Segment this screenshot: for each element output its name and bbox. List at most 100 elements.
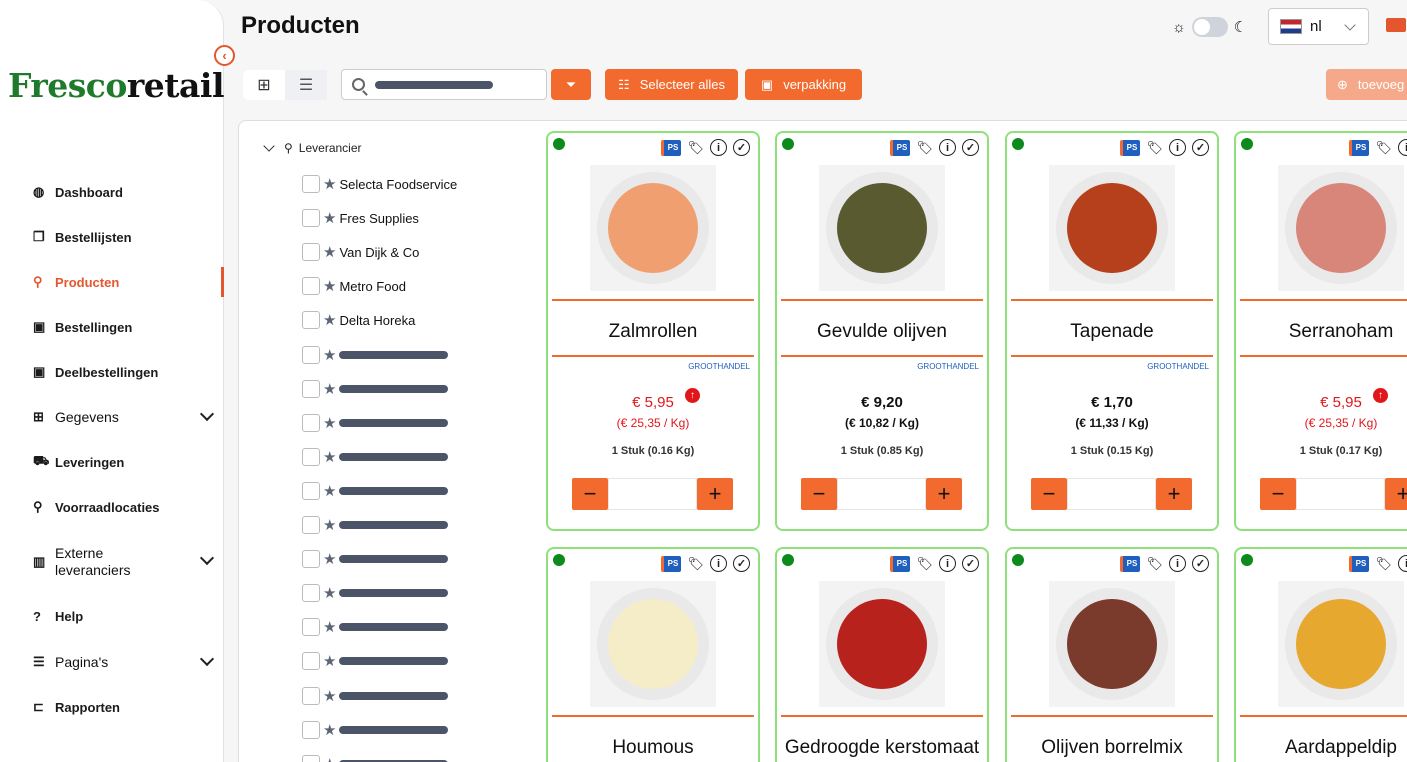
star-icon[interactable]: ★ [323,278,337,295]
decrease-button[interactable]: − [801,478,837,510]
nav-help[interactable]: ? Help [0,599,224,633]
nav-externe-leveranciers[interactable]: ▥ Externe leveranciers [0,544,224,580]
product-card[interactable]: PS 🏷︎ i ✓ Gedroogde kerstomaat [775,547,989,762]
nav-rapporten[interactable]: ⊏ Rapporten [0,690,224,724]
star-icon[interactable]: ★ [323,176,337,193]
star-icon[interactable]: ★ [323,210,337,227]
tag-icon[interactable]: 🏷︎ [687,555,704,571]
checkbox[interactable] [302,516,320,534]
info-icon[interactable]: i [710,139,727,156]
list-view-button[interactable]: ☰ [285,70,327,100]
supplier-filter-row[interactable]: ★ [302,651,449,671]
packaging-button[interactable]: ▣ verpakking [745,69,862,100]
tag-icon[interactable]: 🏷︎ [1146,139,1163,155]
star-icon[interactable]: ★ [323,722,337,739]
checkbox[interactable] [302,550,320,568]
nav-bestellingen[interactable]: ▣ Bestellingen [0,310,224,344]
checkbox[interactable] [302,380,320,398]
supplier-filter-header[interactable]: ⚲ Leverancier [263,140,362,155]
star-icon[interactable]: ★ [323,551,337,568]
quantity-input[interactable] [837,478,926,510]
theme-switcher[interactable]: ☼ ☾ [1172,17,1247,37]
star-icon[interactable]: ★ [323,755,336,762]
mail-icon[interactable] [1386,18,1406,32]
checkbox[interactable] [302,175,320,193]
nav-bestellijsten[interactable]: ❐ Bestellijsten [0,220,224,254]
nav-leveringen[interactable]: ⛟ Leveringen [0,445,224,479]
increase-button[interactable]: + [697,478,733,510]
checkbox[interactable] [302,482,320,500]
supplier-filter-row[interactable]: ★ [302,379,449,399]
star-icon[interactable]: ★ [323,449,337,466]
supplier-filter-row[interactable]: ★ Selecta Foodservice [302,174,457,194]
nav-gegevens[interactable]: ⊞ Gegevens [0,400,224,434]
star-icon[interactable]: ★ [323,619,337,636]
product-card[interactable]: PS🏷︎i✓SerranohamGROOT€ 5,95(€ 25,35 / Kg… [1234,131,1407,531]
brand-logo[interactable]: Frescoretail [8,66,225,105]
tag-icon[interactable]: 🏷︎ [687,139,704,155]
theme-toggle[interactable] [1191,17,1228,37]
product-card[interactable]: PS 🏷︎ i ✓ Gevulde olijven GROOTHANDEL € 9,20 (€… [775,131,989,531]
check-circle-icon[interactable]: ✓ [733,139,750,156]
supplier-filter-row[interactable]: ★ [302,720,449,740]
supplier-filter-row[interactable]: ★ [302,447,449,467]
quantity-input[interactable] [1296,478,1385,510]
nav-voorraadlocaties[interactable]: ⚲ Voorraadlocaties [0,490,224,524]
supplier-filter-row[interactable]: ★ [302,686,449,706]
nav-dashboard[interactable]: ◍ Dashboard [0,175,224,209]
checkbox[interactable] [302,687,320,705]
star-icon[interactable]: ★ [323,244,337,261]
grid-view-button[interactable]: ⊞ [243,70,285,100]
select-all-button[interactable]: ☷ Selecteer alles [605,69,738,100]
decrease-button[interactable]: − [572,478,608,510]
nav-producten[interactable]: ⚲ Producten [0,265,224,299]
check-circle-icon[interactable]: ✓ [733,555,750,572]
decrease-button[interactable]: − [1031,478,1067,510]
tag-icon[interactable]: 🏷︎ [1146,555,1163,571]
tag-icon[interactable]: 🏷︎ [1375,139,1392,155]
star-icon[interactable]: ★ [323,688,337,705]
product-card[interactable]: PS🏷︎i✓Aardappeldip [1234,547,1407,762]
check-circle-icon[interactable]: ✓ [962,555,979,572]
supplier-filter-row[interactable]: ★ [302,481,449,501]
star-icon[interactable]: ★ [323,483,337,500]
tag-icon[interactable]: 🏷︎ [916,555,933,571]
supplier-filter-row[interactable]: ★ [302,515,449,535]
info-icon[interactable]: i [710,555,727,572]
tag-icon[interactable]: 🏷︎ [1375,555,1392,571]
search-input[interactable] [341,69,547,100]
supplier-filter-row[interactable]: ★ [302,617,449,637]
clear-filter-button[interactable]: ⏷ [551,69,591,100]
info-icon[interactable]: i [1398,555,1407,572]
checkbox[interactable] [302,243,320,261]
info-icon[interactable]: i [1398,139,1407,156]
supplier-filter-row[interactable]: ★ Fres Supplies [302,208,419,228]
checkbox[interactable] [302,618,320,636]
supplier-filter-row[interactable]: ★ [302,345,449,365]
checkbox[interactable] [302,721,320,739]
product-card[interactable]: PS 🏷︎ i ✓ Zalmrollen GROOTHANDEL € 5,95 (€ 25,3… [546,131,760,531]
collapse-sidebar-button[interactable]: ‹ [214,45,235,66]
language-select[interactable]: nl [1268,8,1369,45]
supplier-filter-row[interactable]: ★ Van Dijk & Co [302,242,419,262]
checkbox[interactable] [302,311,320,329]
checkbox[interactable] [302,209,320,227]
info-icon[interactable]: i [939,139,956,156]
star-icon[interactable]: ★ [323,381,337,398]
nav-paginas[interactable]: ☰ Pagina's [0,645,224,679]
supplier-filter-row[interactable]: ★ Delta Horeka [302,310,415,330]
quantity-input[interactable] [608,478,697,510]
supplier-filter-row[interactable]: ★ Metro Food [302,276,406,296]
checkbox[interactable] [302,448,320,466]
check-circle-icon[interactable]: ✓ [1192,139,1209,156]
star-icon[interactable]: ★ [323,347,337,364]
increase-button[interactable]: + [1385,478,1407,510]
add-button[interactable]: ⊕ toevoeg [1326,69,1407,100]
increase-button[interactable]: + [1156,478,1192,510]
decrease-button[interactable]: − [1260,478,1296,510]
checkbox[interactable] [302,652,320,670]
checkbox[interactable] [302,277,320,295]
info-icon[interactable]: i [1169,139,1186,156]
quantity-input[interactable] [1067,478,1156,510]
supplier-filter-row[interactable]: ★ [302,413,449,433]
